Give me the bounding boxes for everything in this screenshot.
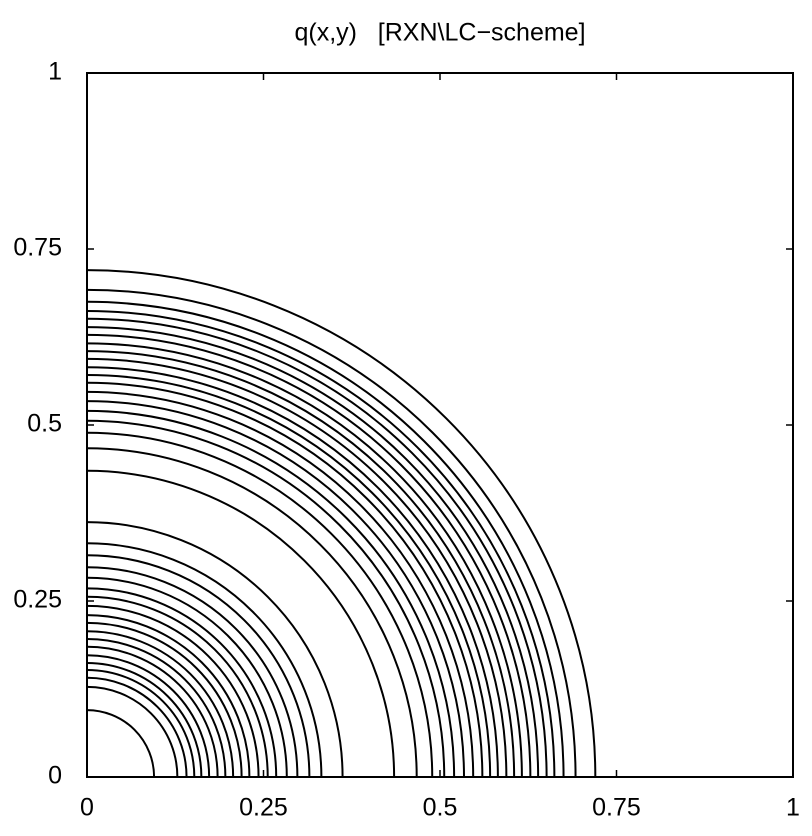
contour-line [86, 381, 484, 778]
contour-line [86, 554, 311, 778]
contour-line [86, 566, 299, 778]
contour-line [86, 317, 548, 778]
contour-line [86, 709, 156, 778]
contour-line [86, 595, 269, 778]
contour-line [86, 326, 540, 778]
contour-line [86, 357, 508, 778]
y-tick-label: 0.25 [13, 586, 62, 614]
contour-line [86, 630, 235, 778]
contour-line [86, 542, 323, 778]
contour-line [86, 661, 203, 778]
contour-line [86, 350, 516, 778]
contour-line [86, 409, 456, 778]
y-tick-label: 0.75 [13, 234, 62, 262]
contour-line [86, 685, 179, 778]
contour-line [86, 300, 565, 778]
contour-line [86, 374, 492, 778]
contour-line [86, 676, 188, 778]
contour-line [86, 342, 523, 778]
y-tick-label: 0 [48, 762, 62, 790]
contour-line [86, 469, 396, 778]
contour-line [86, 419, 446, 778]
contour-line [86, 638, 227, 778]
x-tick-label: 0.5 [423, 794, 458, 822]
contour-line [86, 587, 278, 778]
contour-line [86, 366, 499, 778]
contour-line [86, 288, 577, 778]
plot-frame [86, 72, 794, 778]
x-tick-label: 0.75 [592, 794, 641, 822]
x-tick-label: 0 [80, 794, 94, 822]
y-tick-label: 0.5 [27, 410, 62, 438]
contour-line [86, 614, 251, 778]
chart-title: q(x,y) [RXN\LC−scheme] [294, 19, 585, 47]
contour-line [86, 269, 597, 778]
contour-line [86, 390, 475, 778]
contour-line [86, 604, 260, 778]
x-tick-label: 1 [786, 794, 800, 822]
contour-line [86, 447, 418, 778]
contour-line [86, 431, 434, 778]
contour-line [86, 654, 211, 778]
x-tick-label: 0.25 [239, 794, 288, 822]
contour-line [86, 521, 344, 778]
contour-line [86, 333, 532, 778]
contour-line [86, 576, 288, 778]
contour-line [86, 668, 196, 778]
contour-line [86, 400, 466, 778]
y-tick-label: 1 [48, 58, 62, 86]
contour-line [86, 309, 556, 778]
contour-line [86, 621, 243, 778]
contour-line [86, 645, 219, 778]
